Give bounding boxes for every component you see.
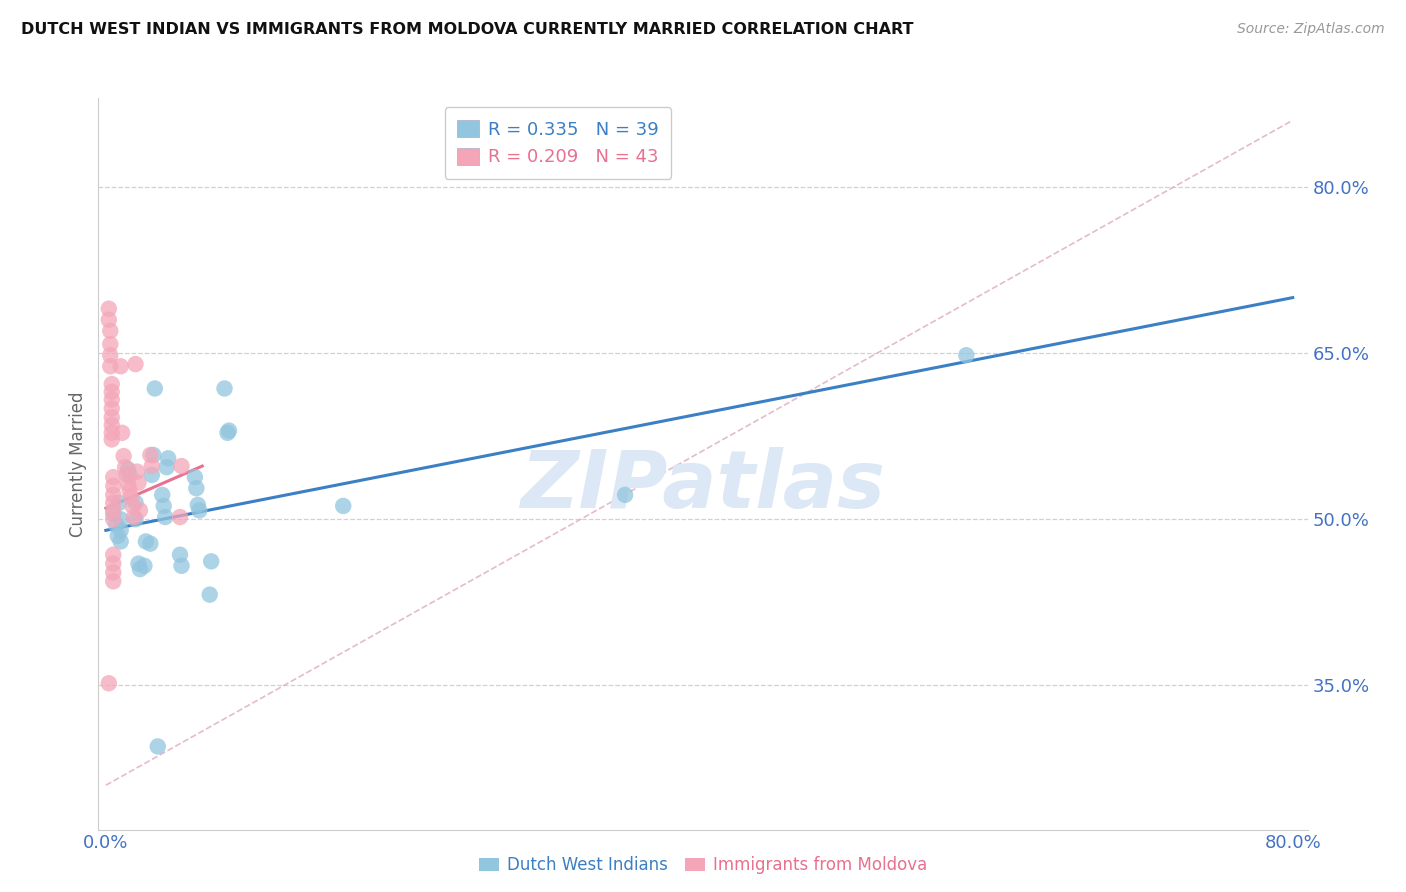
Point [103, 574, 125, 589]
Point [129, 562, 152, 576]
Point [103, 495, 125, 509]
Point [198, 588, 221, 602]
Point [187, 498, 209, 512]
Point [100, 384, 122, 399]
Point [332, 499, 354, 513]
Point [97, 301, 120, 316]
Point [169, 510, 191, 524]
Legend: R = 0.335   N = 39, R = 0.209   N = 43: R = 0.335 N = 39, R = 0.209 N = 43 [444, 107, 671, 179]
Point [139, 448, 162, 462]
Point [103, 470, 125, 484]
Point [217, 425, 239, 440]
Point [97, 312, 120, 326]
Point [134, 558, 156, 573]
Text: Source: ZipAtlas.com: Source: ZipAtlas.com [1237, 22, 1385, 37]
Point [125, 465, 148, 479]
Point [103, 503, 125, 517]
Text: DUTCH WEST INDIAN VS IMMIGRANTS FROM MOLDOVA CURRENTLY MARRIED CORRELATION CHART: DUTCH WEST INDIAN VS IMMIGRANTS FROM MOL… [21, 22, 914, 37]
Point [186, 481, 208, 495]
Y-axis label: Currently Married: Currently Married [69, 391, 87, 537]
Point [184, 470, 207, 484]
Point [156, 460, 179, 475]
Point [103, 557, 125, 571]
Text: ZIPatlas: ZIPatlas [520, 447, 886, 524]
Point [141, 467, 163, 482]
Point [200, 554, 222, 568]
Point [98, 359, 121, 374]
Point [118, 483, 141, 498]
Point [117, 462, 139, 476]
Point [103, 488, 125, 502]
Point [103, 566, 125, 580]
Point [143, 382, 166, 396]
Point [124, 512, 146, 526]
Point [152, 499, 174, 513]
Point [100, 392, 122, 407]
Legend: Dutch West Indians, Immigrants from Moldova: Dutch West Indians, Immigrants from Mold… [474, 851, 932, 880]
Point [98, 324, 121, 338]
Point [170, 458, 193, 473]
Point [150, 488, 173, 502]
Point [169, 548, 191, 562]
Point [110, 524, 132, 538]
Point [141, 458, 163, 473]
Point [127, 557, 149, 571]
Point [97, 676, 120, 690]
Point [105, 517, 128, 532]
Point [107, 529, 129, 543]
Point [214, 382, 236, 396]
Point [103, 512, 125, 526]
Point [103, 548, 125, 562]
Point [955, 348, 977, 362]
Point [100, 418, 122, 433]
Point [110, 512, 132, 526]
Point [103, 507, 125, 521]
Point [188, 503, 211, 517]
Point [127, 475, 149, 490]
Point [124, 357, 146, 371]
Point [110, 359, 132, 374]
Point [122, 510, 145, 524]
Point [135, 534, 157, 549]
Point [614, 488, 637, 502]
Point [114, 460, 136, 475]
Point [124, 495, 146, 509]
Point [157, 451, 180, 466]
Point [153, 510, 176, 524]
Point [100, 425, 122, 440]
Point [142, 448, 165, 462]
Point [120, 490, 142, 504]
Point [110, 534, 132, 549]
Point [108, 495, 131, 509]
Point [118, 467, 141, 482]
Point [170, 558, 193, 573]
Point [117, 476, 139, 491]
Point [139, 536, 162, 550]
Point [100, 433, 122, 447]
Point [129, 503, 152, 517]
Point [121, 499, 143, 513]
Point [98, 348, 121, 362]
Point [100, 377, 122, 392]
Point [100, 410, 122, 425]
Point [100, 401, 122, 416]
Point [112, 449, 135, 463]
Point [98, 337, 121, 351]
Point [103, 479, 125, 493]
Point [146, 739, 169, 754]
Point [115, 467, 138, 482]
Point [218, 424, 240, 438]
Point [111, 425, 134, 440]
